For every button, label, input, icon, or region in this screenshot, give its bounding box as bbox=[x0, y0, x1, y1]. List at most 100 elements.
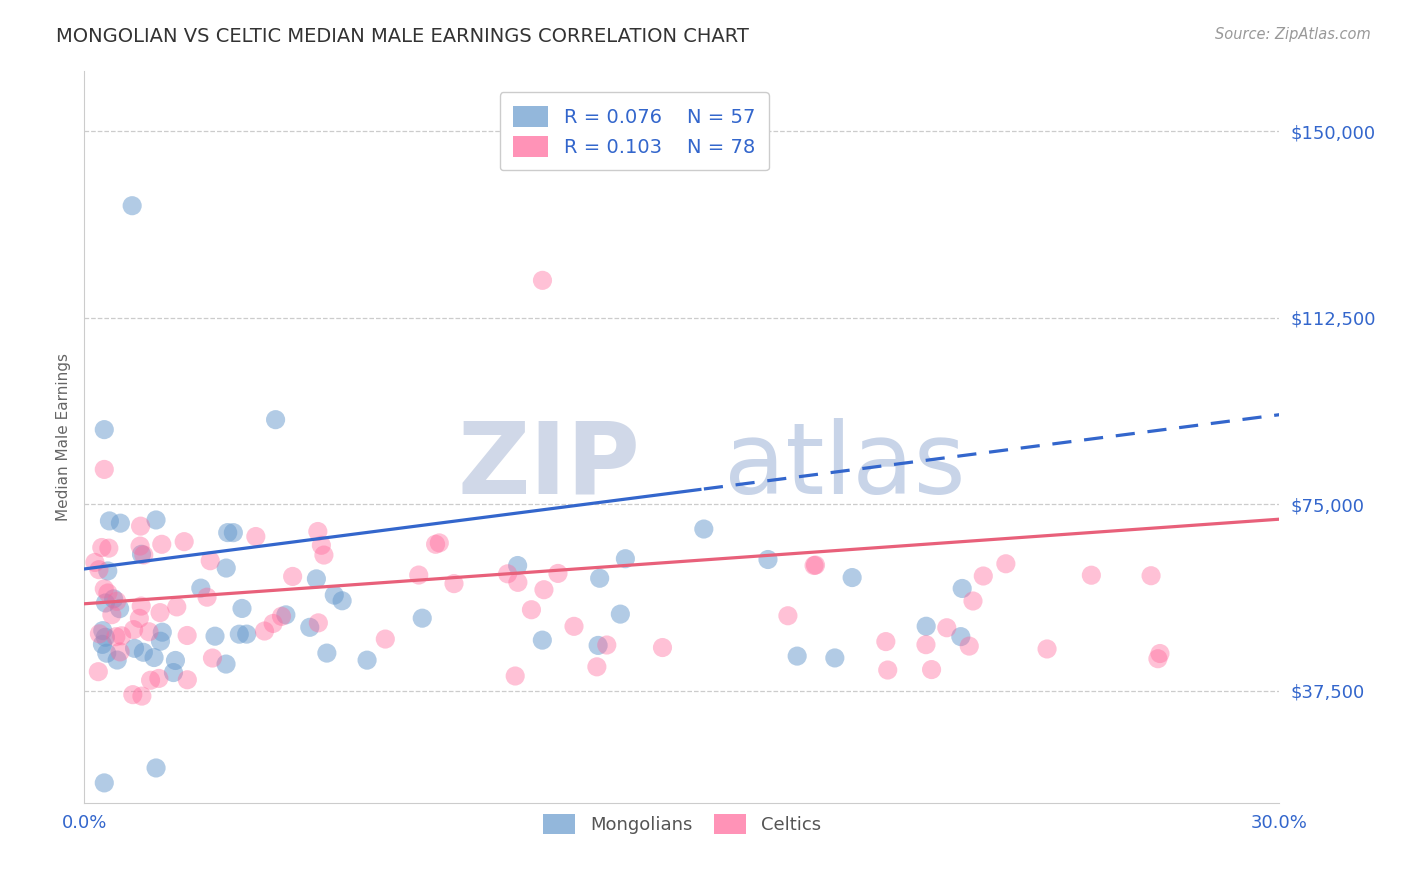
Point bbox=[149, 606, 172, 620]
Point bbox=[131, 547, 153, 561]
Point bbox=[264, 412, 287, 426]
Point bbox=[262, 616, 284, 631]
Point bbox=[166, 599, 188, 614]
Point bbox=[190, 581, 212, 595]
Point bbox=[915, 638, 938, 652]
Point bbox=[425, 537, 447, 551]
Point bbox=[97, 541, 120, 556]
Point bbox=[101, 607, 124, 622]
Point bbox=[803, 558, 825, 573]
Point bbox=[93, 462, 115, 476]
Point bbox=[356, 653, 378, 667]
Point bbox=[215, 561, 238, 575]
Point bbox=[122, 623, 145, 637]
Point bbox=[139, 673, 162, 688]
Point bbox=[91, 624, 114, 638]
Point bbox=[104, 630, 127, 644]
Point bbox=[150, 625, 173, 640]
Point bbox=[149, 634, 172, 648]
Point bbox=[503, 669, 526, 683]
Point bbox=[315, 646, 337, 660]
Point bbox=[96, 646, 118, 660]
Point bbox=[87, 563, 110, 577]
Point bbox=[374, 632, 396, 646]
Point bbox=[915, 619, 938, 633]
Point bbox=[93, 582, 115, 596]
Point bbox=[307, 615, 329, 630]
Point bbox=[110, 516, 132, 531]
Point bbox=[298, 620, 321, 634]
Point bbox=[132, 645, 155, 659]
Point bbox=[547, 566, 569, 581]
Point bbox=[253, 624, 276, 638]
Point bbox=[614, 551, 637, 566]
Point bbox=[972, 569, 994, 583]
Point bbox=[1036, 642, 1059, 657]
Point bbox=[609, 607, 631, 621]
Point bbox=[93, 776, 115, 790]
Point bbox=[533, 582, 555, 597]
Point bbox=[520, 603, 543, 617]
Point bbox=[129, 599, 152, 613]
Point bbox=[531, 633, 554, 648]
Point bbox=[132, 548, 155, 562]
Point bbox=[596, 638, 619, 652]
Point bbox=[245, 529, 267, 543]
Point bbox=[108, 601, 131, 615]
Point bbox=[176, 628, 198, 642]
Point bbox=[105, 594, 128, 608]
Point bbox=[176, 673, 198, 687]
Point bbox=[200, 554, 222, 568]
Point bbox=[1147, 651, 1170, 665]
Point bbox=[145, 761, 167, 775]
Point bbox=[195, 590, 218, 604]
Point bbox=[94, 630, 117, 644]
Point bbox=[841, 570, 863, 584]
Point bbox=[330, 593, 353, 607]
Point bbox=[89, 627, 111, 641]
Point bbox=[589, 571, 612, 585]
Point bbox=[204, 629, 226, 643]
Point bbox=[270, 609, 292, 624]
Point bbox=[98, 514, 121, 528]
Point bbox=[949, 630, 972, 644]
Point bbox=[129, 539, 152, 553]
Point bbox=[97, 564, 120, 578]
Point bbox=[586, 639, 609, 653]
Point bbox=[1140, 568, 1163, 582]
Point bbox=[427, 536, 450, 550]
Point bbox=[786, 649, 808, 664]
Point bbox=[103, 591, 125, 606]
Point bbox=[994, 557, 1017, 571]
Point bbox=[121, 199, 143, 213]
Point bbox=[443, 576, 465, 591]
Point bbox=[876, 663, 898, 677]
Point bbox=[222, 525, 245, 540]
Point bbox=[562, 619, 585, 633]
Point bbox=[586, 660, 609, 674]
Point bbox=[693, 522, 716, 536]
Point bbox=[804, 558, 827, 573]
Point bbox=[83, 556, 105, 570]
Point bbox=[162, 665, 184, 680]
Point bbox=[312, 548, 335, 562]
Point bbox=[776, 608, 799, 623]
Text: ZIP: ZIP bbox=[457, 417, 640, 515]
Point bbox=[129, 519, 152, 533]
Point bbox=[824, 651, 846, 665]
Point bbox=[411, 611, 433, 625]
Point bbox=[97, 586, 120, 600]
Point bbox=[94, 596, 117, 610]
Point bbox=[231, 601, 253, 615]
Point bbox=[281, 569, 304, 583]
Point bbox=[323, 588, 346, 602]
Point bbox=[307, 524, 329, 539]
Point bbox=[131, 689, 153, 703]
Point bbox=[148, 672, 170, 686]
Point bbox=[1149, 647, 1171, 661]
Point bbox=[274, 607, 297, 622]
Legend: Mongolians, Celtics: Mongolians, Celtics bbox=[536, 807, 828, 841]
Point bbox=[105, 653, 128, 667]
Point bbox=[217, 525, 239, 540]
Y-axis label: Median Male Earnings: Median Male Earnings bbox=[56, 353, 72, 521]
